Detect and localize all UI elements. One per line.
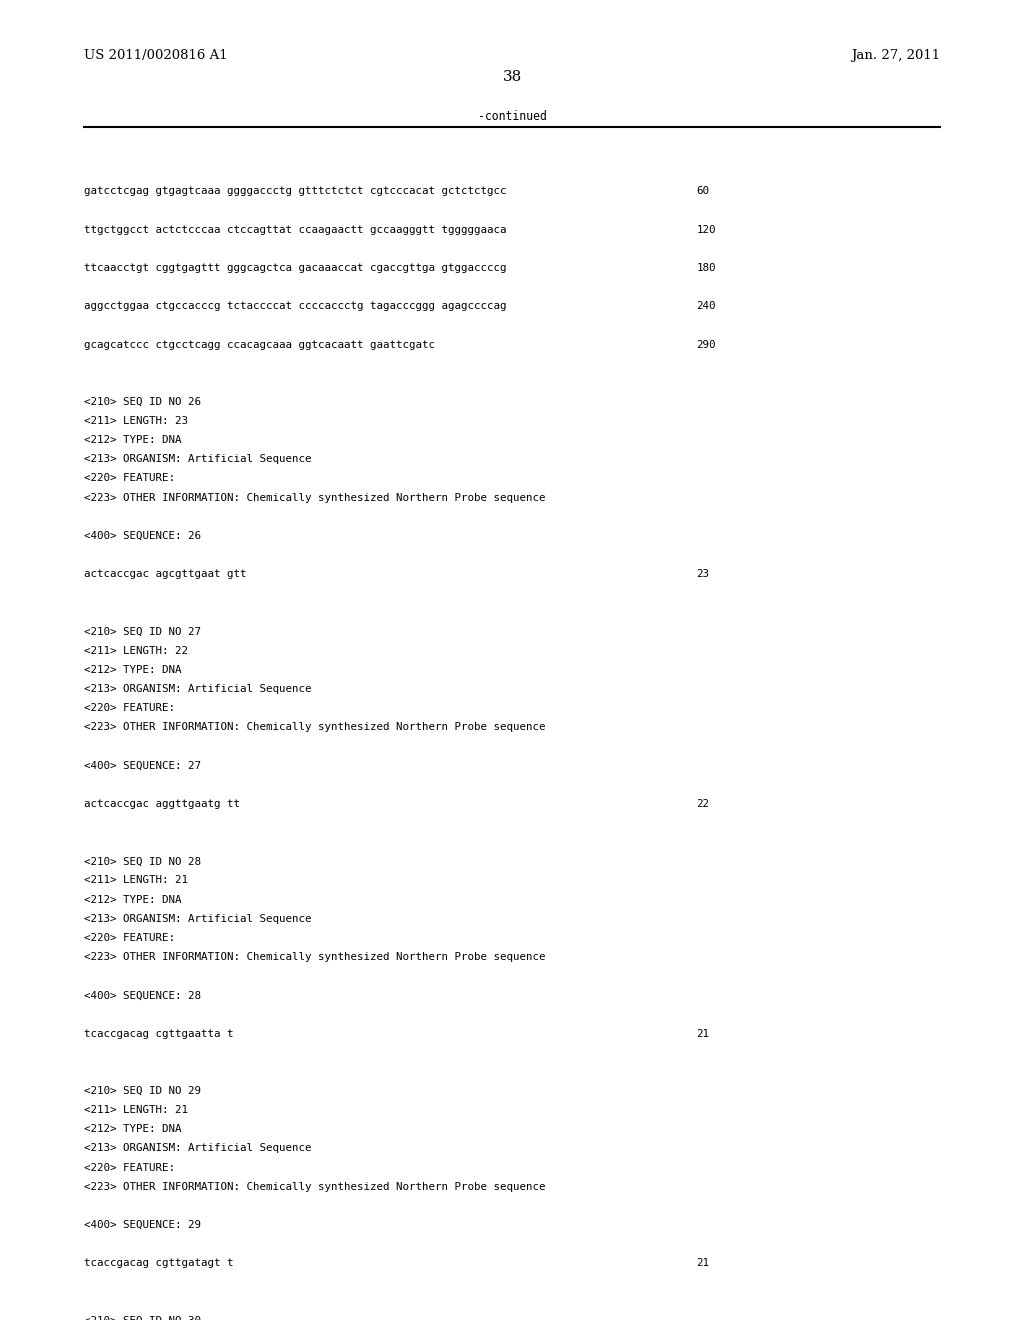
Text: 240: 240: [696, 301, 716, 312]
Text: actcaccgac aggttgaatg tt: actcaccgac aggttgaatg tt: [84, 799, 240, 809]
Text: <220> FEATURE:: <220> FEATURE:: [84, 933, 175, 942]
Text: <400> SEQUENCE: 26: <400> SEQUENCE: 26: [84, 531, 201, 541]
Text: <210> SEQ ID NO 30: <210> SEQ ID NO 30: [84, 1316, 201, 1320]
Text: <400> SEQUENCE: 29: <400> SEQUENCE: 29: [84, 1220, 201, 1230]
Text: <211> LENGTH: 23: <211> LENGTH: 23: [84, 416, 188, 426]
Text: <213> ORGANISM: Artificial Sequence: <213> ORGANISM: Artificial Sequence: [84, 684, 311, 694]
Text: <211> LENGTH: 21: <211> LENGTH: 21: [84, 875, 188, 886]
Text: <212> TYPE: DNA: <212> TYPE: DNA: [84, 895, 181, 904]
Text: 60: 60: [696, 186, 710, 197]
Text: <213> ORGANISM: Artificial Sequence: <213> ORGANISM: Artificial Sequence: [84, 1143, 311, 1154]
Text: 21: 21: [696, 1258, 710, 1269]
Text: gatcctcgag gtgagtcaaa ggggaccctg gtttctctct cgtcccacat gctctctgcc: gatcctcgag gtgagtcaaa ggggaccctg gtttctc…: [84, 186, 507, 197]
Text: actcaccgac agcgttgaat gtt: actcaccgac agcgttgaat gtt: [84, 569, 247, 579]
Text: ttcaacctgt cggtgagttt gggcagctca gacaaaccat cgaccgttga gtggaccccg: ttcaacctgt cggtgagttt gggcagctca gacaaac…: [84, 263, 507, 273]
Text: <220> FEATURE:: <220> FEATURE:: [84, 474, 175, 483]
Text: <210> SEQ ID NO 29: <210> SEQ ID NO 29: [84, 1086, 201, 1096]
Text: <223> OTHER INFORMATION: Chemically synthesized Northern Probe sequence: <223> OTHER INFORMATION: Chemically synt…: [84, 722, 546, 733]
Text: 21: 21: [696, 1028, 710, 1039]
Text: 290: 290: [696, 339, 716, 350]
Text: <213> ORGANISM: Artificial Sequence: <213> ORGANISM: Artificial Sequence: [84, 913, 311, 924]
Text: <212> TYPE: DNA: <212> TYPE: DNA: [84, 436, 181, 445]
Text: <220> FEATURE:: <220> FEATURE:: [84, 704, 175, 713]
Text: <213> ORGANISM: Artificial Sequence: <213> ORGANISM: Artificial Sequence: [84, 454, 311, 465]
Text: tcaccgacag cgttgaatta t: tcaccgacag cgttgaatta t: [84, 1028, 233, 1039]
Text: <210> SEQ ID NO 26: <210> SEQ ID NO 26: [84, 397, 201, 407]
Text: Jan. 27, 2011: Jan. 27, 2011: [851, 49, 940, 62]
Text: <210> SEQ ID NO 27: <210> SEQ ID NO 27: [84, 627, 201, 636]
Text: aggcctggaa ctgccacccg tctaccccat ccccaccctg tagacccggg agagccccag: aggcctggaa ctgccacccg tctaccccat ccccacc…: [84, 301, 507, 312]
Text: 22: 22: [696, 799, 710, 809]
Text: -continued: -continued: [477, 110, 547, 123]
Text: <220> FEATURE:: <220> FEATURE:: [84, 1163, 175, 1172]
Text: 180: 180: [696, 263, 716, 273]
Text: <223> OTHER INFORMATION: Chemically synthesized Northern Probe sequence: <223> OTHER INFORMATION: Chemically synt…: [84, 1181, 546, 1192]
Text: tcaccgacag cgttgatagt t: tcaccgacag cgttgatagt t: [84, 1258, 233, 1269]
Text: <212> TYPE: DNA: <212> TYPE: DNA: [84, 1125, 181, 1134]
Text: 120: 120: [696, 224, 716, 235]
Text: <211> LENGTH: 22: <211> LENGTH: 22: [84, 645, 188, 656]
Text: 38: 38: [503, 70, 521, 83]
Text: <223> OTHER INFORMATION: Chemically synthesized Northern Probe sequence: <223> OTHER INFORMATION: Chemically synt…: [84, 492, 546, 503]
Text: US 2011/0020816 A1: US 2011/0020816 A1: [84, 49, 227, 62]
Text: 23: 23: [696, 569, 710, 579]
Text: gcagcatccc ctgcctcagg ccacagcaaa ggtcacaatt gaattcgatc: gcagcatccc ctgcctcagg ccacagcaaa ggtcaca…: [84, 339, 435, 350]
Text: <400> SEQUENCE: 28: <400> SEQUENCE: 28: [84, 990, 201, 1001]
Text: <223> OTHER INFORMATION: Chemically synthesized Northern Probe sequence: <223> OTHER INFORMATION: Chemically synt…: [84, 952, 546, 962]
Text: <212> TYPE: DNA: <212> TYPE: DNA: [84, 665, 181, 675]
Text: <211> LENGTH: 21: <211> LENGTH: 21: [84, 1105, 188, 1115]
Text: ttgctggcct actctcccaa ctccagttat ccaagaactt gccaagggtt tgggggaaca: ttgctggcct actctcccaa ctccagttat ccaagaa…: [84, 224, 507, 235]
Text: <400> SEQUENCE: 27: <400> SEQUENCE: 27: [84, 760, 201, 771]
Text: <210> SEQ ID NO 28: <210> SEQ ID NO 28: [84, 857, 201, 866]
